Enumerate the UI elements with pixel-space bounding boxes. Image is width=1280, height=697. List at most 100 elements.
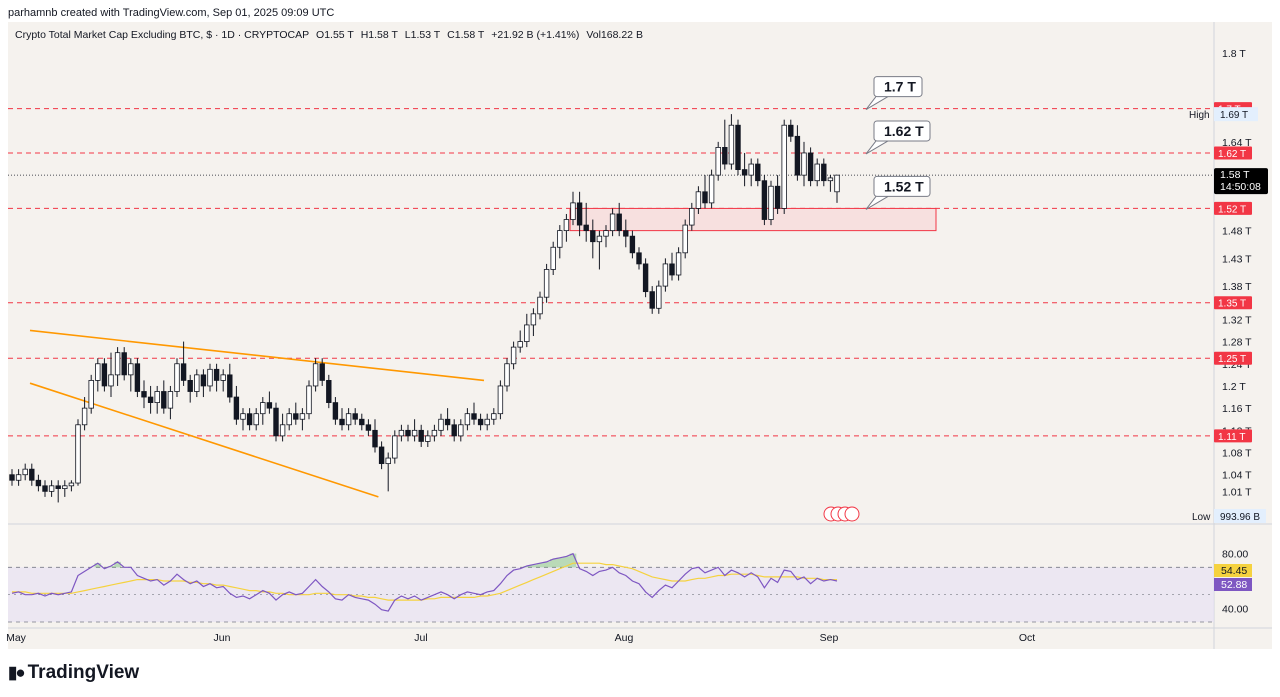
- candle-down[interactable]: [213, 368, 220, 381]
- candle-up[interactable]: [345, 413, 352, 426]
- candle-up[interactable]: [504, 363, 510, 387]
- candle-up[interactable]: [128, 363, 134, 376]
- candle-down[interactable]: [616, 213, 622, 232]
- candle-up[interactable]: [563, 219, 570, 232]
- candle-up[interactable]: [75, 424, 81, 484]
- candle-up[interactable]: [695, 191, 702, 209]
- candle-up[interactable]: [781, 124, 787, 209]
- candle-down[interactable]: [372, 429, 378, 448]
- candle-up[interactable]: [425, 435, 431, 442]
- candle-up[interactable]: [95, 363, 101, 381]
- candle-down[interactable]: [761, 180, 768, 220]
- candle-up[interactable]: [603, 230, 609, 237]
- candle-down[interactable]: [359, 418, 365, 426]
- candle-up[interactable]: [748, 163, 754, 176]
- candle-up[interactable]: [81, 407, 88, 426]
- candle-down[interactable]: [332, 402, 339, 420]
- candle-down[interactable]: [755, 163, 761, 182]
- candle-up[interactable]: [682, 224, 688, 254]
- candle-down[interactable]: [141, 391, 147, 398]
- candle-up[interactable]: [253, 413, 259, 426]
- candle-down[interactable]: [405, 429, 411, 437]
- candle-up[interactable]: [411, 429, 418, 437]
- candle-down[interactable]: [161, 391, 167, 409]
- candle-down[interactable]: [378, 446, 385, 465]
- candle-down[interactable]: [42, 485, 48, 492]
- candle-up[interactable]: [279, 424, 286, 437]
- candle-up[interactable]: [15, 474, 22, 481]
- candle-up[interactable]: [537, 296, 543, 315]
- candle-up[interactable]: [517, 341, 523, 348]
- candle-down[interactable]: [669, 263, 675, 276]
- candle-up[interactable]: [609, 213, 616, 232]
- candle-up[interactable]: [392, 435, 398, 459]
- callout-box[interactable]: [873, 76, 923, 98]
- candle-up[interactable]: [260, 402, 266, 415]
- candle-up[interactable]: [557, 230, 563, 248]
- candle-down[interactable]: [55, 485, 61, 489]
- candle-down[interactable]: [471, 413, 477, 420]
- candle-up[interactable]: [108, 374, 114, 387]
- candle-down[interactable]: [187, 380, 193, 392]
- candle-up[interactable]: [174, 363, 180, 392]
- candle-down[interactable]: [9, 474, 15, 481]
- candle-up[interactable]: [814, 163, 820, 182]
- candle-down[interactable]: [246, 413, 253, 426]
- candle-down[interactable]: [233, 396, 240, 420]
- candle-up[interactable]: [114, 352, 121, 376]
- candle-down[interactable]: [121, 352, 127, 376]
- candle-down[interactable]: [101, 363, 108, 387]
- support-zone[interactable]: [569, 207, 937, 232]
- candle-up[interactable]: [48, 485, 55, 492]
- candle-up[interactable]: [728, 124, 735, 165]
- candle-up[interactable]: [596, 235, 603, 243]
- triangle-trendline[interactable]: [29, 382, 379, 498]
- candle-up[interactable]: [497, 385, 504, 415]
- candle-down[interactable]: [451, 424, 457, 437]
- candle-down[interactable]: [623, 230, 629, 237]
- candle-down[interactable]: [339, 418, 345, 426]
- candle-down[interactable]: [702, 191, 708, 204]
- candle-up[interactable]: [286, 413, 292, 426]
- candle-down[interactable]: [741, 169, 748, 176]
- candle-up[interactable]: [715, 147, 721, 176]
- candle-down[interactable]: [273, 407, 279, 437]
- triangle-trendline[interactable]: [29, 329, 485, 382]
- candle-down[interactable]: [477, 418, 484, 426]
- candle-down[interactable]: [821, 163, 827, 182]
- candle-up[interactable]: [240, 413, 246, 420]
- candle-down[interactable]: [794, 135, 801, 176]
- candle-up[interactable]: [484, 418, 490, 426]
- candle-down[interactable]: [418, 429, 424, 442]
- candle-down[interactable]: [293, 413, 299, 420]
- rsi-line[interactable]: [11, 552, 838, 612]
- candle-down[interactable]: [774, 185, 781, 209]
- candle-up[interactable]: [708, 174, 715, 204]
- candle-down[interactable]: [35, 479, 42, 487]
- candle-down[interactable]: [629, 235, 636, 254]
- candle-up[interactable]: [154, 391, 160, 403]
- candle-up[interactable]: [570, 202, 576, 220]
- candle-down[interactable]: [583, 224, 589, 232]
- candle-down[interactable]: [576, 202, 583, 226]
- candle-down[interactable]: [636, 252, 642, 265]
- candle-down[interactable]: [590, 230, 596, 243]
- candle-up[interactable]: [220, 374, 226, 381]
- candle-up[interactable]: [385, 457, 391, 465]
- candle-up[interactable]: [550, 246, 556, 270]
- symbol-title[interactable]: Crypto Total Market Cap Excluding BTC, $…: [15, 29, 310, 41]
- candle-down[interactable]: [352, 413, 358, 420]
- candle-up[interactable]: [306, 385, 312, 415]
- candle-up[interactable]: [524, 324, 530, 342]
- candle-down[interactable]: [649, 291, 655, 309]
- candle-down[interactable]: [365, 424, 372, 431]
- candle-down[interactable]: [180, 363, 187, 381]
- candle-up[interactable]: [801, 152, 807, 176]
- callout-box[interactable]: [873, 175, 931, 197]
- candle-down[interactable]: [266, 402, 273, 409]
- candle-up[interactable]: [167, 391, 174, 409]
- candle-up[interactable]: [530, 313, 537, 326]
- candle-down[interactable]: [227, 374, 233, 398]
- event-icon[interactable]: [844, 506, 860, 522]
